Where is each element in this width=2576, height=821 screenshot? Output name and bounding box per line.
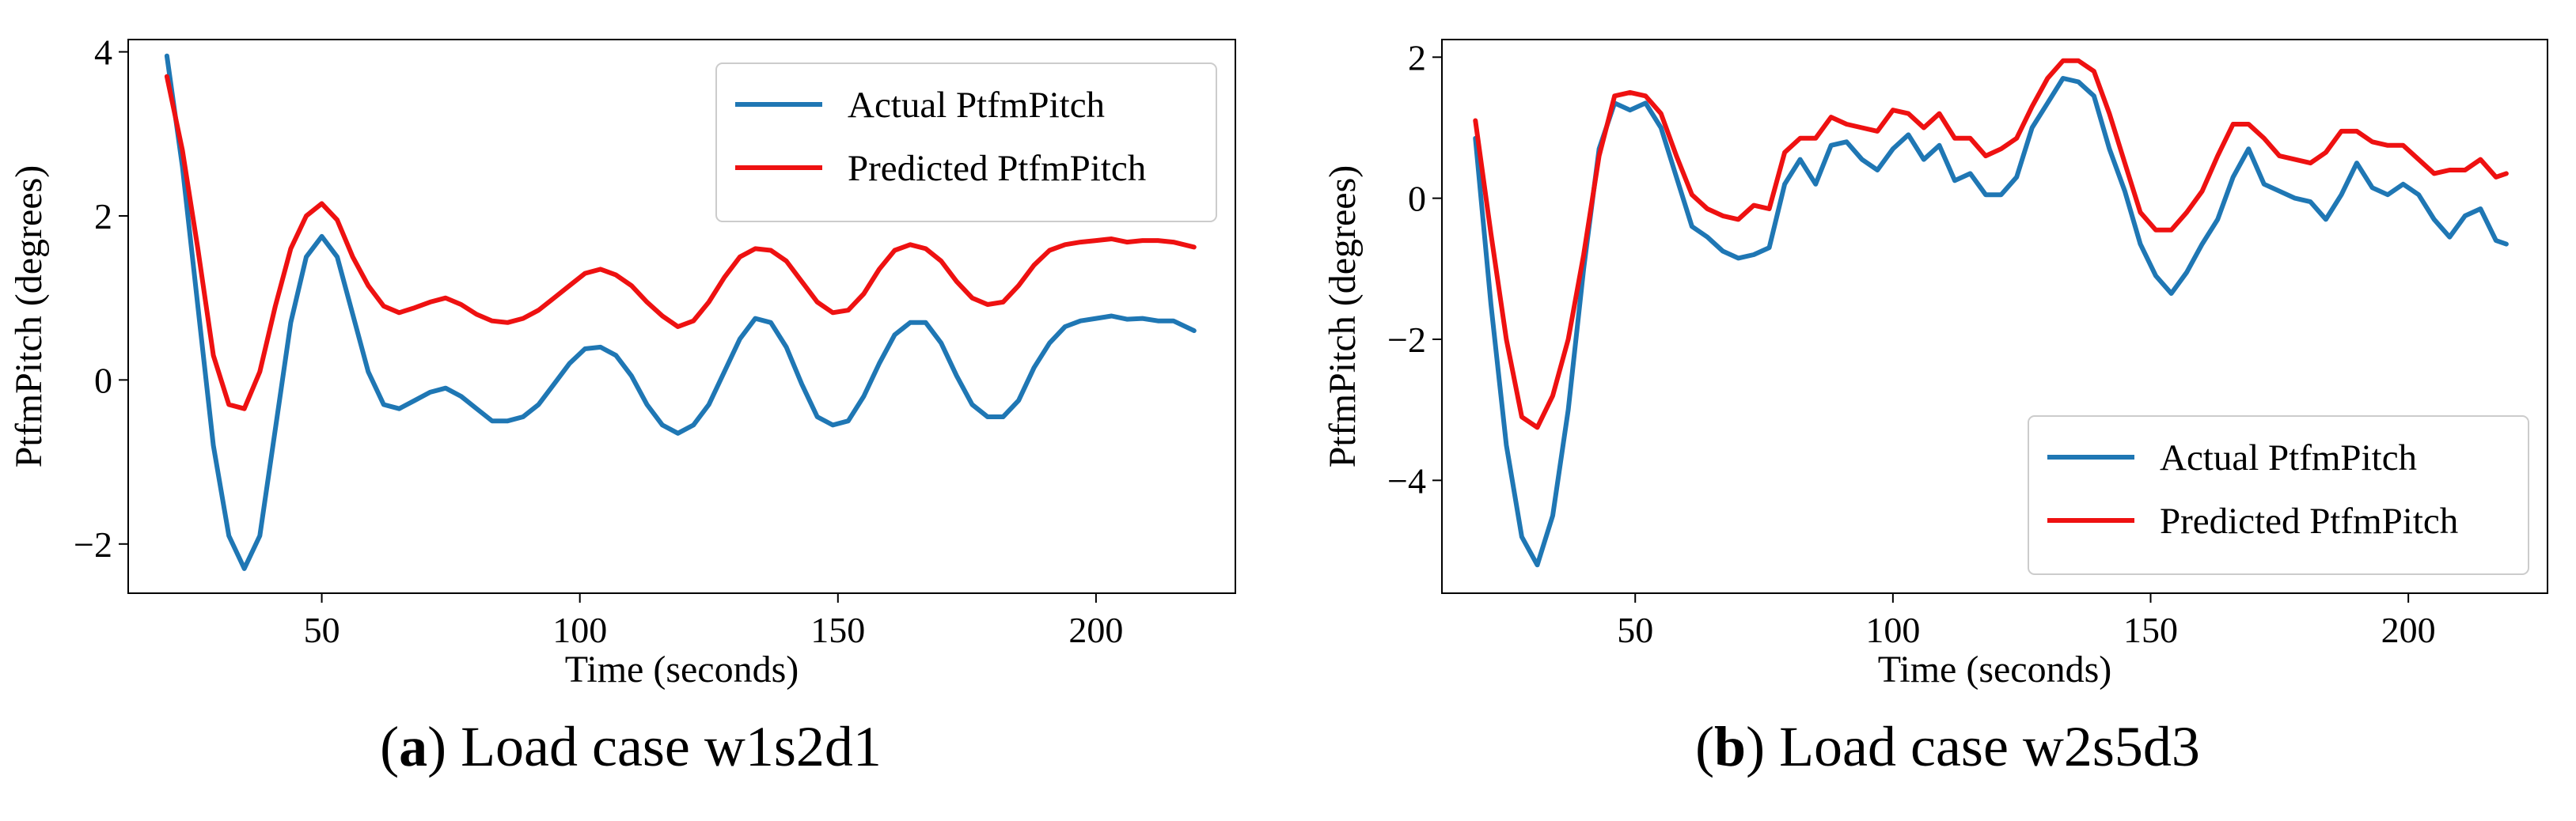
y-tick-label: −4: [1387, 460, 1426, 501]
caption-open-paren: (: [1695, 715, 1714, 778]
chart-panel-b: 50 100 150 200 −4 −2 0 2 Time (seconds) PtfmPitch…: [1322, 37, 2548, 778]
series-line-predicted: [1473, 58, 2509, 430]
caption-open-paren: (: [380, 715, 399, 778]
legend-box: [2028, 415, 2529, 575]
panel-caption: (b) Load case w2s5d3: [1695, 715, 2200, 778]
legend-box: [715, 62, 1217, 222]
x-axis-label: Time (seconds): [565, 649, 799, 690]
caption-letter: a: [399, 715, 427, 778]
y-axis-label: PtfmPitch (degrees): [1322, 165, 1364, 468]
x-tick-label: 150: [2123, 610, 2178, 650]
panel-caption: (a) Load case w1s2d1: [380, 715, 882, 778]
y-tick-label: 0: [1408, 179, 1426, 219]
plot-frame: [1441, 39, 2548, 594]
y-tick-label: −2: [74, 524, 112, 565]
series-line-actual: [164, 53, 1197, 571]
x-tick-label: 50: [1617, 610, 1653, 650]
caption-close-paren: ): [427, 715, 446, 778]
caption-close-paren: ): [1746, 715, 1765, 778]
y-tick-label: 0: [94, 360, 112, 400]
plot-frame: [127, 39, 1236, 594]
y-tick-label: 2: [94, 196, 112, 236]
x-tick-label: 200: [2381, 610, 2436, 650]
y-tick-label: 4: [94, 32, 112, 73]
legend-label-predicted: Predicted PtfmPitch: [848, 148, 1146, 189]
y-tick-label: −2: [1387, 320, 1426, 360]
chart-panel-a: 50 100 150 200 −2 0 2 4 Time (seconds) PtfmPitch …: [8, 32, 1236, 778]
x-tick-label: 50: [304, 610, 340, 650]
y-axis-label: PtfmPitch (degrees): [8, 165, 50, 468]
legend-label-actual: Actual PtfmPitch: [2160, 437, 2417, 479]
x-tick-label: 150: [810, 610, 865, 650]
legend-label-predicted: Predicted PtfmPitch: [2160, 501, 2458, 542]
legend-label-actual: Actual PtfmPitch: [848, 85, 1105, 126]
x-axis-label: Time (seconds): [1878, 649, 2112, 690]
caption-letter: b: [1714, 715, 1746, 778]
series-line-actual: [1473, 76, 2509, 568]
legend: Actual PtfmPitch Predicted PtfmPitch: [715, 62, 1217, 222]
y-tick-label: 2: [1408, 37, 1426, 78]
legend: Actual PtfmPitch Predicted PtfmPitch: [2028, 415, 2529, 575]
series-line-predicted: [164, 74, 1197, 411]
caption-title: Load case w1s2d1: [446, 715, 882, 778]
x-tick-label: 100: [1865, 610, 1920, 650]
x-tick-label: 100: [552, 610, 607, 650]
caption-title: Load case w2s5d3: [1765, 715, 2200, 778]
x-tick-label: 200: [1068, 610, 1123, 650]
